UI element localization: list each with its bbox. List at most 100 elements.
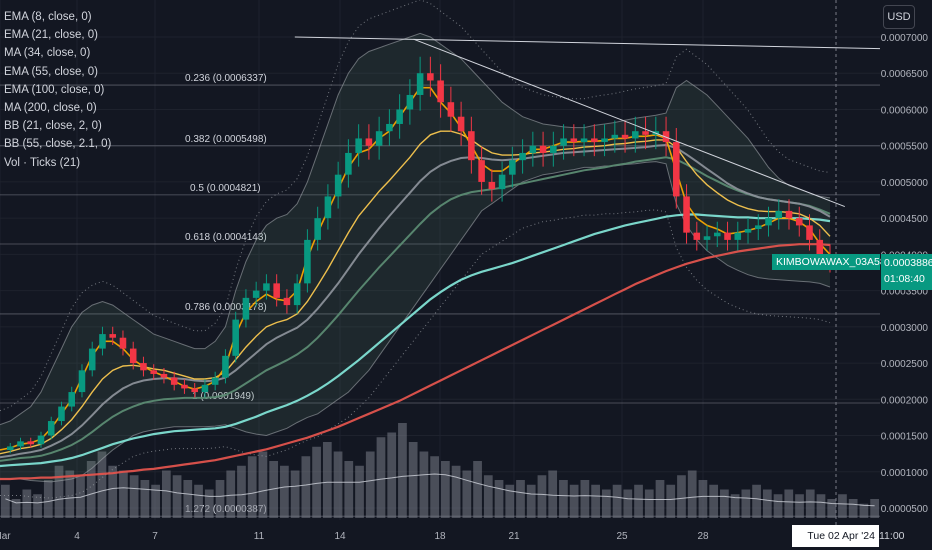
candle-body: [222, 355, 229, 378]
time-tick-label: 28: [697, 531, 709, 542]
volume-bar: [537, 475, 547, 518]
candle-body: [211, 377, 219, 385]
crosshair-date-label: Tue 02 Apr '24: [792, 525, 879, 547]
indicator-legend: EMA (8, close, 0) EMA (21, close, 0) MA …: [4, 8, 111, 172]
last-price-label: 0.0003886 01:08:40: [881, 254, 932, 290]
candle-body: [478, 160, 485, 182]
volume-bar: [408, 442, 418, 518]
candle-body: [570, 138, 578, 143]
volume-bar: [677, 475, 686, 518]
volume-bar: [505, 484, 515, 518]
price-tick-label: 0.0007000: [881, 33, 929, 44]
volume-bar: [666, 484, 676, 518]
bollinger-upper: [0, 32, 831, 426]
candle-body: [683, 196, 690, 233]
volume-bar: [97, 451, 107, 518]
legend-ma34[interactable]: MA (34, close, 0): [4, 47, 91, 60]
volume-bar: [848, 499, 858, 518]
candle-body: [519, 152, 526, 161]
candle-body: [580, 138, 588, 143]
volume-bar: [601, 489, 611, 518]
volume-bar: [258, 451, 268, 518]
volume-bar: [322, 442, 332, 518]
volume-bar: [355, 465, 364, 518]
volume-bar: [43, 480, 53, 518]
volume-bar: [183, 480, 193, 518]
candle-body: [181, 384, 188, 389]
volume-bar: [140, 480, 150, 518]
candle-body: [795, 218, 803, 226]
volume-bar: [827, 499, 837, 518]
ma34-line: [0, 143, 831, 459]
volume-bar: [623, 489, 633, 518]
candle-body: [355, 138, 362, 153]
candle-body: [703, 236, 711, 240]
legend-ema21[interactable]: EMA (21, close, 0): [4, 29, 98, 42]
candle-body: [47, 421, 55, 436]
ema8-line: [0, 86, 831, 451]
time-tick-label: 21: [508, 531, 520, 542]
volume-bar: [280, 465, 289, 518]
candle-body: [170, 377, 178, 385]
price-tick-label: 0.0003000: [881, 323, 929, 334]
volume-bars: [1, 423, 879, 518]
candle-body: [724, 232, 731, 240]
volume-bar: [365, 451, 375, 518]
legend-ema8[interactable]: EMA (8, close, 0): [4, 11, 92, 23]
candle-body: [621, 134, 629, 139]
time-tick-label: 14: [334, 531, 346, 542]
volume-bar: [612, 484, 622, 518]
candle-body: [416, 73, 424, 95]
currency-button[interactable]: USD: [883, 5, 915, 29]
volume-bar: [516, 480, 525, 518]
volume-bar: [65, 470, 75, 518]
candle-body: [785, 210, 793, 219]
fib-label: 0.382 (0.0005498): [185, 134, 267, 145]
volume-bar: [22, 489, 32, 518]
volume-bar: [805, 489, 815, 518]
candle-body: [232, 319, 239, 356]
fib-label: 0.5 (0.0004821): [190, 183, 261, 194]
candle-body: [765, 218, 772, 226]
time-tick-label: 11: [254, 531, 265, 542]
volume-bar: [720, 489, 729, 518]
volume-bar: [451, 465, 461, 518]
candle-body: [99, 334, 106, 349]
volume-bar: [376, 437, 386, 518]
candle-body: [304, 239, 311, 284]
volume-bar: [559, 480, 568, 518]
volume-bar: [687, 470, 697, 518]
price-tick-label: 0.0005000: [881, 178, 929, 189]
price-tick-label: 0.0001500: [881, 432, 929, 443]
volume-bar: [344, 461, 354, 518]
candle-body: [693, 232, 701, 240]
candle-body: [129, 348, 137, 364]
candle-body: [68, 392, 76, 407]
volume-bar: [215, 480, 225, 518]
candle-body: [201, 384, 209, 393]
volume-bar: [591, 484, 600, 518]
candle-body: [17, 441, 24, 447]
legend-bb55[interactable]: BB (55, close, 2.1, 0): [4, 138, 112, 151]
volume-bar: [269, 461, 279, 518]
time-tick-label: 7: [152, 531, 158, 542]
legend-ma200[interactable]: MA (200, close, 0): [4, 102, 97, 115]
legend-ema55[interactable]: EMA (55, close, 0): [4, 65, 98, 78]
volume-bar: [419, 451, 429, 518]
candle-body: [345, 152, 352, 175]
legend-bb21[interactable]: BB (21, close, 2, 0): [4, 120, 102, 133]
fib-label: 0.618 (0.0004143): [185, 232, 267, 243]
candle-body: [447, 102, 455, 117]
time-tick-label: 4: [74, 531, 80, 542]
candle-body: [160, 373, 168, 378]
candle-body: [252, 290, 260, 298]
volume-ma-line: [5, 473, 875, 507]
volume-bar: [483, 475, 493, 518]
volume-bar: [312, 446, 321, 518]
legend-ema100[interactable]: EMA (100, close, 0): [4, 83, 105, 96]
candle-body: [140, 363, 147, 371]
legend-volume[interactable]: Vol · Ticks (21): [4, 156, 81, 169]
volume-bar: [752, 484, 761, 518]
volume-bar: [698, 480, 708, 518]
